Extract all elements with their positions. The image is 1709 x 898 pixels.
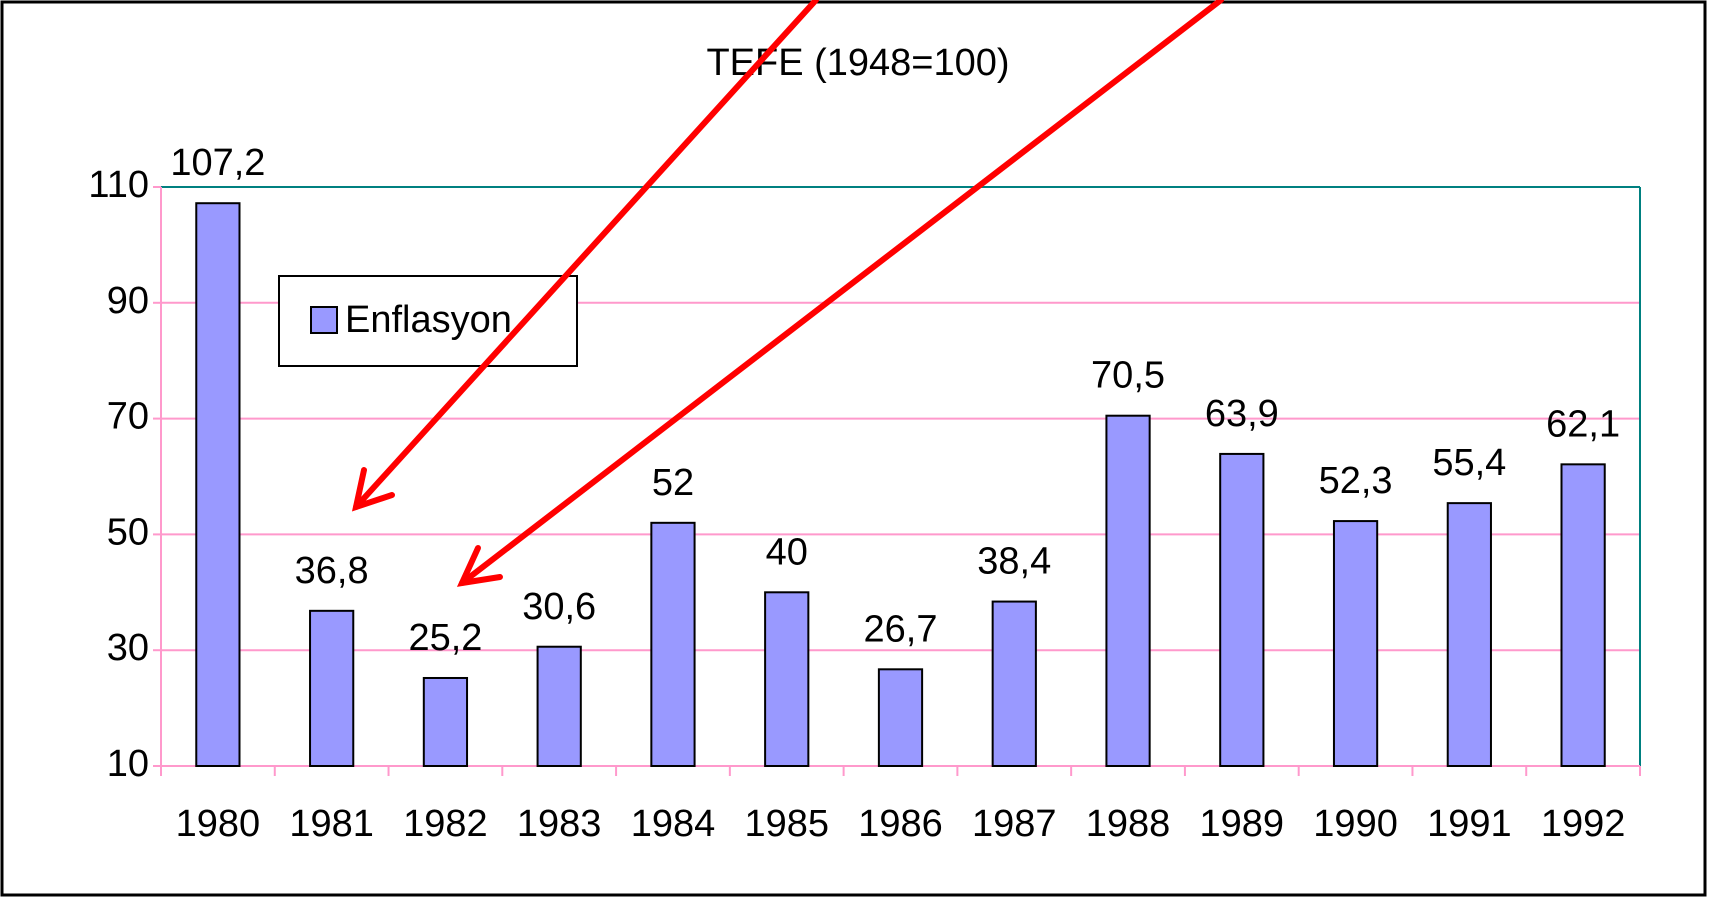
data-label: 26,7 xyxy=(864,608,938,650)
x-tick-label: 1982 xyxy=(403,803,488,845)
arrow-head xyxy=(351,467,395,512)
x-tick-label: 1989 xyxy=(1200,803,1285,845)
bar xyxy=(1105,414,1151,767)
y-tick-label: 70 xyxy=(107,396,149,438)
bar xyxy=(1332,520,1379,768)
data-label: 25,2 xyxy=(408,617,482,659)
bar xyxy=(195,202,241,768)
data-label: 70,5 xyxy=(1091,355,1165,397)
bar xyxy=(1560,463,1606,767)
bar xyxy=(991,600,1037,768)
plot-area: 10 30 50 70 90 110 1980 1981 1982 1983 1984 1985 198… xyxy=(88,142,1641,845)
bar xyxy=(764,591,810,767)
x-tick-label: 1987 xyxy=(972,803,1057,845)
data-label: 30,6 xyxy=(522,586,596,628)
bar xyxy=(650,521,696,767)
y-tick-label: 90 xyxy=(107,280,149,322)
bar xyxy=(309,609,355,767)
x-tick-label: 1984 xyxy=(631,803,716,845)
data-label: 107,2 xyxy=(170,142,265,184)
bar xyxy=(1219,452,1265,767)
bar xyxy=(1446,502,1492,767)
bar xyxy=(422,676,469,768)
x-tick-label: 1991 xyxy=(1427,803,1512,845)
x-tick-label: 1981 xyxy=(289,803,374,845)
data-label: 55,4 xyxy=(1432,442,1506,484)
y-tick-label: 10 xyxy=(107,743,149,785)
bar xyxy=(536,645,582,768)
arrows xyxy=(351,0,1224,587)
x-tick-label: 1983 xyxy=(517,803,602,845)
legend-swatch xyxy=(310,306,338,334)
x-tick-label: 1992 xyxy=(1541,803,1626,845)
data-label: 38,4 xyxy=(977,541,1051,583)
x-tick-label: 1985 xyxy=(744,803,829,845)
bar xyxy=(877,668,924,768)
x-tick-label: 1988 xyxy=(1086,803,1171,845)
chart-title: TEFE (1948=100) xyxy=(706,42,1009,84)
y-tick-label: 110 xyxy=(88,164,149,206)
data-label: 52,3 xyxy=(1319,460,1393,502)
x-tick-label: 1980 xyxy=(176,803,261,845)
x-tick-label: 1986 xyxy=(858,803,943,845)
data-label: 63,9 xyxy=(1205,393,1279,435)
x-tick-label: 1990 xyxy=(1313,803,1398,845)
y-tick-label: 30 xyxy=(107,627,149,669)
data-label: 40 xyxy=(766,531,808,573)
data-label: 62,1 xyxy=(1546,403,1620,445)
arrow xyxy=(353,0,819,510)
data-label: 52 xyxy=(652,462,694,504)
data-label: 36,8 xyxy=(295,550,369,592)
arrow-head xyxy=(456,545,503,587)
legend-label: Enflasyon xyxy=(345,299,512,341)
arrow xyxy=(459,0,1224,586)
y-tick-label: 50 xyxy=(107,511,149,553)
